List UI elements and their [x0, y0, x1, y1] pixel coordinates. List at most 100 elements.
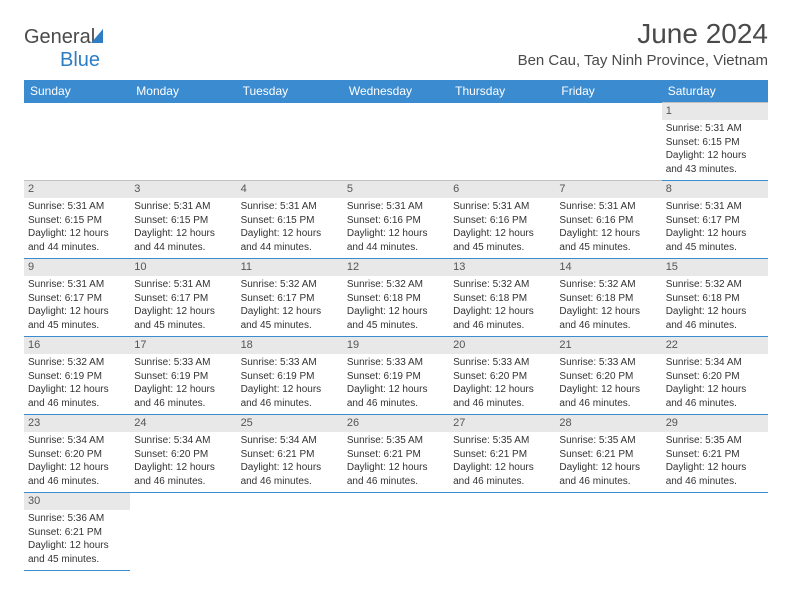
day-number: 16: [24, 337, 130, 354]
calendar-row: 1Sunrise: 5:31 AMSunset: 6:15 PMDaylight…: [24, 103, 768, 181]
day-number: 3: [130, 181, 236, 198]
weekday-header: Thursday: [449, 80, 555, 103]
day-details: Sunrise: 5:32 AMSunset: 6:18 PMDaylight:…: [343, 276, 449, 334]
calendar-cell: 7Sunrise: 5:31 AMSunset: 6:16 PMDaylight…: [555, 181, 661, 259]
location: Ben Cau, Tay Ninh Province, Vietnam: [518, 52, 768, 69]
day-number: 22: [662, 337, 768, 354]
day-details: Sunrise: 5:33 AMSunset: 6:19 PMDaylight:…: [130, 354, 236, 412]
day-number: 1: [662, 103, 768, 120]
calendar-cell: 3Sunrise: 5:31 AMSunset: 6:15 PMDaylight…: [130, 181, 236, 259]
calendar-table: SundayMondayTuesdayWednesdayThursdayFrid…: [24, 80, 768, 571]
weekday-header: Monday: [130, 80, 236, 103]
calendar-cell: [449, 493, 555, 571]
calendar-cell: 17Sunrise: 5:33 AMSunset: 6:19 PMDayligh…: [130, 337, 236, 415]
calendar-cell: 25Sunrise: 5:34 AMSunset: 6:21 PMDayligh…: [237, 415, 343, 493]
calendar-row: 30Sunrise: 5:36 AMSunset: 6:21 PMDayligh…: [24, 493, 768, 571]
day-number: 10: [130, 259, 236, 276]
day-details: Sunrise: 5:31 AMSunset: 6:15 PMDaylight:…: [662, 120, 768, 178]
day-number: 29: [662, 415, 768, 432]
day-number: 14: [555, 259, 661, 276]
day-details: Sunrise: 5:31 AMSunset: 6:16 PMDaylight:…: [555, 198, 661, 256]
day-details: Sunrise: 5:31 AMSunset: 6:16 PMDaylight:…: [343, 198, 449, 256]
calendar-cell: 2Sunrise: 5:31 AMSunset: 6:15 PMDaylight…: [24, 181, 130, 259]
calendar-cell: 24Sunrise: 5:34 AMSunset: 6:20 PMDayligh…: [130, 415, 236, 493]
calendar-cell: [24, 103, 130, 181]
weekday-header: Tuesday: [237, 80, 343, 103]
day-number: 18: [237, 337, 343, 354]
calendar-cell: 12Sunrise: 5:32 AMSunset: 6:18 PMDayligh…: [343, 259, 449, 337]
day-details: Sunrise: 5:34 AMSunset: 6:20 PMDaylight:…: [130, 432, 236, 490]
calendar-cell: 21Sunrise: 5:33 AMSunset: 6:20 PMDayligh…: [555, 337, 661, 415]
calendar-cell: 29Sunrise: 5:35 AMSunset: 6:21 PMDayligh…: [662, 415, 768, 493]
day-number: 15: [662, 259, 768, 276]
day-details: Sunrise: 5:31 AMSunset: 6:17 PMDaylight:…: [24, 276, 130, 334]
calendar-cell: [343, 103, 449, 181]
day-number: 27: [449, 415, 555, 432]
calendar-cell: 11Sunrise: 5:32 AMSunset: 6:17 PMDayligh…: [237, 259, 343, 337]
day-number: 4: [237, 181, 343, 198]
calendar-row: 2Sunrise: 5:31 AMSunset: 6:15 PMDaylight…: [24, 181, 768, 259]
day-number: 28: [555, 415, 661, 432]
calendar-cell: [237, 103, 343, 181]
calendar-cell: [237, 493, 343, 571]
logo: General Blue: [24, 26, 103, 72]
header: General Blue June 2024 Ben Cau, Tay Ninh…: [24, 18, 768, 72]
day-details: Sunrise: 5:33 AMSunset: 6:20 PMDaylight:…: [555, 354, 661, 412]
calendar-cell: 6Sunrise: 5:31 AMSunset: 6:16 PMDaylight…: [449, 181, 555, 259]
day-details: Sunrise: 5:32 AMSunset: 6:18 PMDaylight:…: [662, 276, 768, 334]
day-details: Sunrise: 5:32 AMSunset: 6:18 PMDaylight:…: [555, 276, 661, 334]
day-number: 13: [449, 259, 555, 276]
day-details: Sunrise: 5:31 AMSunset: 6:15 PMDaylight:…: [237, 198, 343, 256]
calendar-header-row: SundayMondayTuesdayWednesdayThursdayFrid…: [24, 80, 768, 103]
day-number: 11: [237, 259, 343, 276]
day-number: 6: [449, 181, 555, 198]
day-details: Sunrise: 5:32 AMSunset: 6:18 PMDaylight:…: [449, 276, 555, 334]
day-details: Sunrise: 5:31 AMSunset: 6:16 PMDaylight:…: [449, 198, 555, 256]
title-block: June 2024 Ben Cau, Tay Ninh Province, Vi…: [518, 18, 768, 69]
calendar-cell: [555, 493, 661, 571]
month-title: June 2024: [518, 18, 768, 50]
weekday-header: Saturday: [662, 80, 768, 103]
calendar-cell: 4Sunrise: 5:31 AMSunset: 6:15 PMDaylight…: [237, 181, 343, 259]
calendar-cell: 27Sunrise: 5:35 AMSunset: 6:21 PMDayligh…: [449, 415, 555, 493]
day-details: Sunrise: 5:35 AMSunset: 6:21 PMDaylight:…: [343, 432, 449, 490]
calendar-cell: 14Sunrise: 5:32 AMSunset: 6:18 PMDayligh…: [555, 259, 661, 337]
calendar-cell: [130, 493, 236, 571]
day-number: 7: [555, 181, 661, 198]
calendar-cell: 30Sunrise: 5:36 AMSunset: 6:21 PMDayligh…: [24, 493, 130, 571]
day-details: Sunrise: 5:36 AMSunset: 6:21 PMDaylight:…: [24, 510, 130, 568]
day-number: 8: [662, 181, 768, 198]
day-number: 25: [237, 415, 343, 432]
day-details: Sunrise: 5:34 AMSunset: 6:20 PMDaylight:…: [24, 432, 130, 490]
calendar-cell: 18Sunrise: 5:33 AMSunset: 6:19 PMDayligh…: [237, 337, 343, 415]
calendar-body: 1Sunrise: 5:31 AMSunset: 6:15 PMDaylight…: [24, 103, 768, 571]
day-number: 24: [130, 415, 236, 432]
day-number: 9: [24, 259, 130, 276]
weekday-header: Wednesday: [343, 80, 449, 103]
day-number: 2: [24, 181, 130, 198]
logo-text-part1: General: [24, 26, 95, 48]
day-number: 23: [24, 415, 130, 432]
calendar-cell: 28Sunrise: 5:35 AMSunset: 6:21 PMDayligh…: [555, 415, 661, 493]
day-number: 17: [130, 337, 236, 354]
day-details: Sunrise: 5:32 AMSunset: 6:19 PMDaylight:…: [24, 354, 130, 412]
calendar-cell: 22Sunrise: 5:34 AMSunset: 6:20 PMDayligh…: [662, 337, 768, 415]
calendar-cell: 8Sunrise: 5:31 AMSunset: 6:17 PMDaylight…: [662, 181, 768, 259]
calendar-cell: 13Sunrise: 5:32 AMSunset: 6:18 PMDayligh…: [449, 259, 555, 337]
calendar-cell: 15Sunrise: 5:32 AMSunset: 6:18 PMDayligh…: [662, 259, 768, 337]
calendar-cell: [555, 103, 661, 181]
calendar-cell: 1Sunrise: 5:31 AMSunset: 6:15 PMDaylight…: [662, 103, 768, 181]
calendar-cell: 19Sunrise: 5:33 AMSunset: 6:19 PMDayligh…: [343, 337, 449, 415]
day-details: Sunrise: 5:31 AMSunset: 6:15 PMDaylight:…: [24, 198, 130, 256]
calendar-row: 16Sunrise: 5:32 AMSunset: 6:19 PMDayligh…: [24, 337, 768, 415]
day-details: Sunrise: 5:33 AMSunset: 6:19 PMDaylight:…: [237, 354, 343, 412]
calendar-row: 23Sunrise: 5:34 AMSunset: 6:20 PMDayligh…: [24, 415, 768, 493]
calendar-cell: 16Sunrise: 5:32 AMSunset: 6:19 PMDayligh…: [24, 337, 130, 415]
day-number: 19: [343, 337, 449, 354]
day-number: 30: [24, 493, 130, 510]
weekday-header: Friday: [555, 80, 661, 103]
calendar-cell: 26Sunrise: 5:35 AMSunset: 6:21 PMDayligh…: [343, 415, 449, 493]
day-number: 26: [343, 415, 449, 432]
calendar-cell: 9Sunrise: 5:31 AMSunset: 6:17 PMDaylight…: [24, 259, 130, 337]
day-number: 20: [449, 337, 555, 354]
